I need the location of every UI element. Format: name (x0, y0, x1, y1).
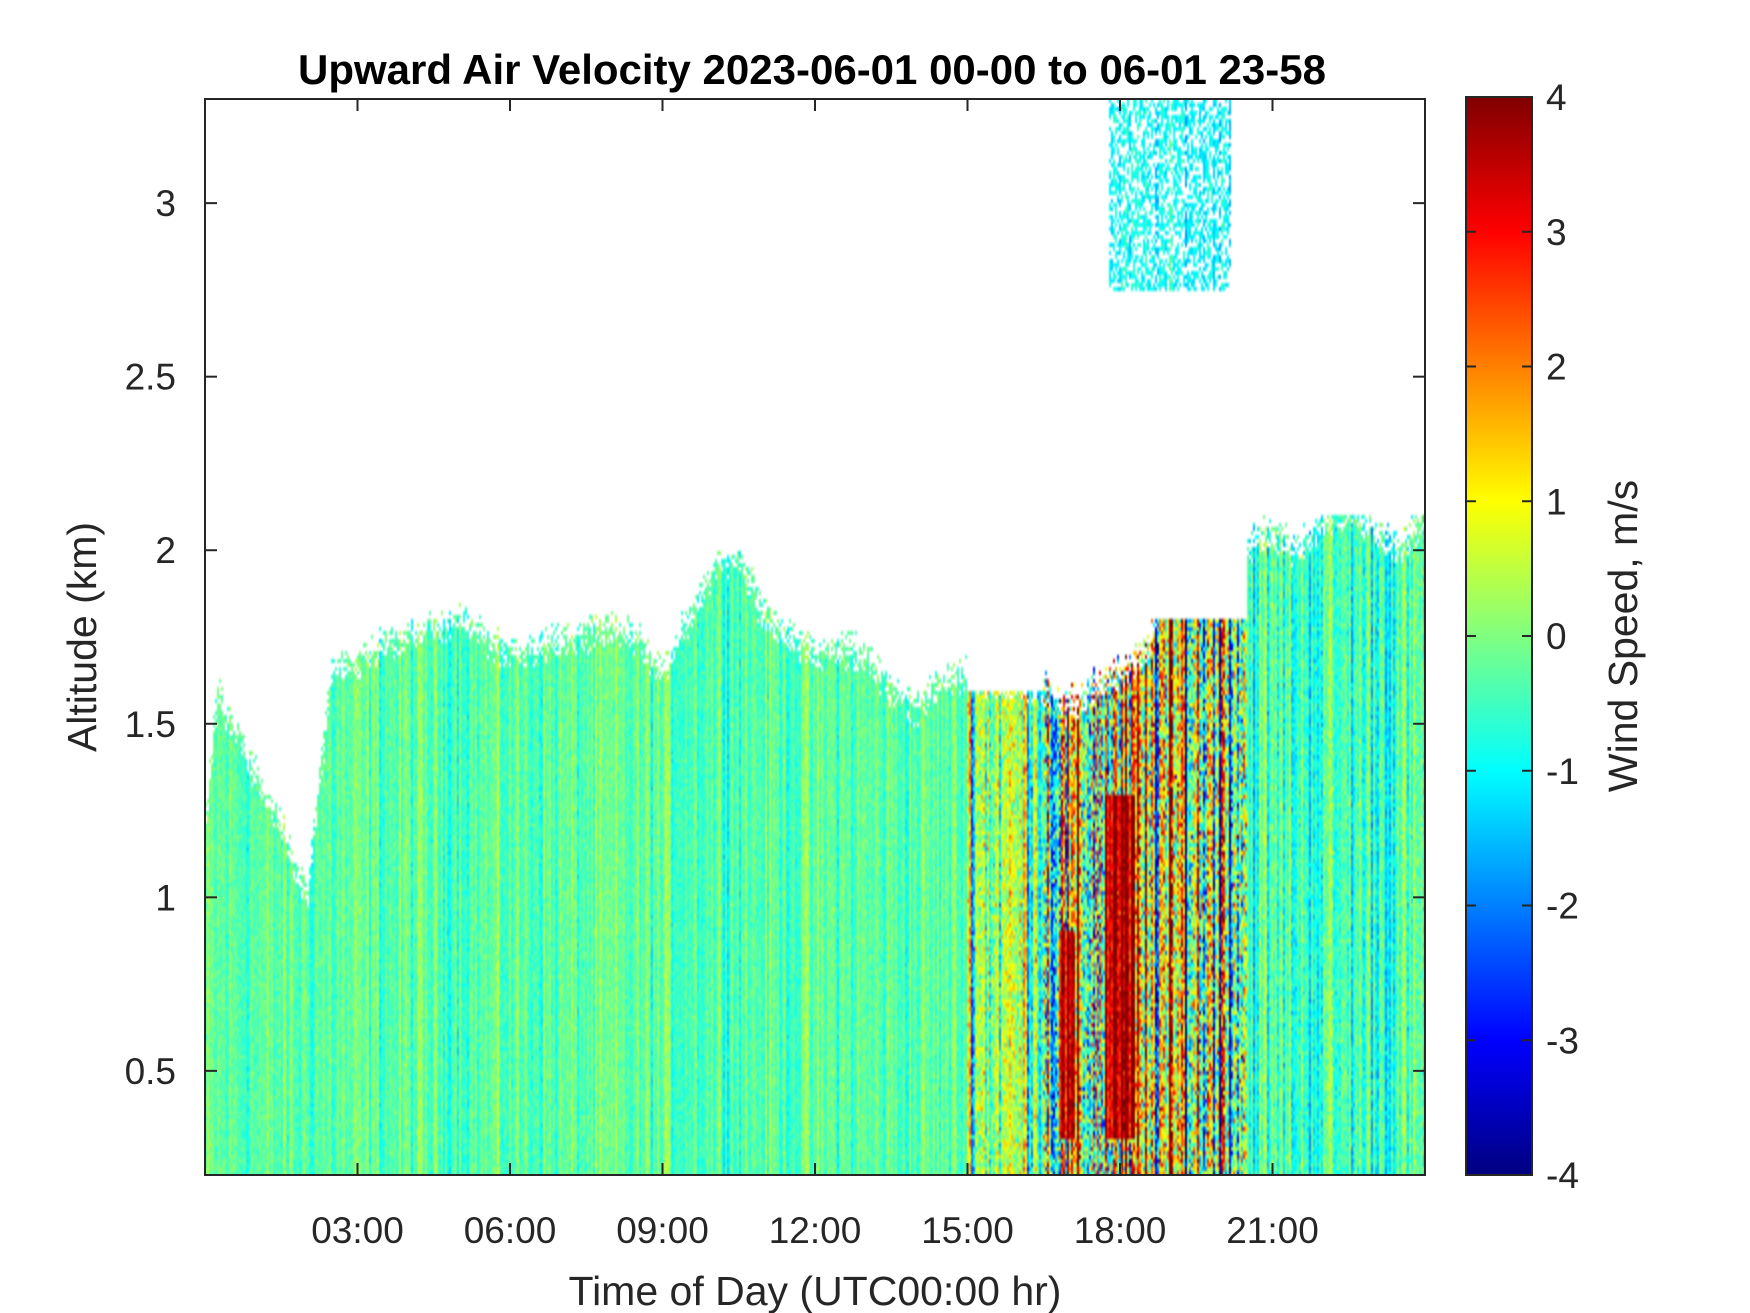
x-tick-label-6: 21:00 (1226, 1210, 1319, 1251)
y-axis-label: Altitude (km) (59, 522, 105, 752)
heatmap-plot: 03:00 06:00 09:00 12:00 15:00 18:00 21:00 0.5 1… (125, 98, 1426, 1251)
colorbar-gradient (1465, 96, 1533, 1176)
x-tick-label-0: 03:00 (311, 1210, 404, 1251)
x-tick-label-1: 06:00 (464, 1210, 557, 1251)
colorbar-tick-label-6: -2 (1546, 886, 1579, 927)
colorbar-tick-label-5: -1 (1546, 751, 1579, 792)
x-tick-label-5: 18:00 (1074, 1210, 1167, 1251)
x-axis-ticks: 03:00 06:00 09:00 12:00 15:00 18:00 21:00 (311, 99, 1319, 1251)
colorbar-tick-label-2: 2 (1546, 347, 1567, 388)
colorbar-tick-label-7: -3 (1546, 1020, 1579, 1061)
colorbar-tick-label-3: 1 (1546, 481, 1567, 522)
chart-title: Upward Air Velocity 2023-06-01 00-00 to … (298, 46, 1326, 93)
y-tick-label-4: 2.5 (125, 357, 176, 398)
y-tick-label-1: 1 (155, 877, 176, 918)
y-tick-label-3: 2 (155, 530, 176, 571)
x-axis-label: Time of Day (UTC00:00 hr) (569, 1268, 1062, 1313)
colorbar-tick-label-1: 3 (1546, 212, 1567, 253)
y-axis-ticks: 0.5 1 1.5 2 2.5 3 (125, 183, 1425, 1092)
y-tick-label-0: 0.5 (125, 1051, 176, 1092)
x-tick-label-3: 12:00 (769, 1210, 862, 1251)
colorbar: 4 3 2 1 0 -1 -2 -3 -4 Wind Speed, m/s (1465, 77, 1646, 1196)
colorbar-tick-label-8: -4 (1546, 1155, 1579, 1196)
colorbar-ticks: 4 3 2 1 0 -1 -2 -3 -4 (1466, 77, 1579, 1196)
y-tick-label-5: 3 (155, 183, 176, 224)
colorbar-label: Wind Speed, m/s (1600, 480, 1646, 792)
x-tick-label-2: 09:00 (616, 1210, 709, 1251)
y-tick-label-2: 1.5 (125, 704, 176, 745)
heatmap-image (205, 99, 1425, 1175)
colorbar-tick-label-4: 0 (1546, 616, 1567, 657)
x-tick-label-4: 15:00 (921, 1210, 1014, 1251)
colorbar-tick-label-0: 4 (1546, 77, 1567, 118)
